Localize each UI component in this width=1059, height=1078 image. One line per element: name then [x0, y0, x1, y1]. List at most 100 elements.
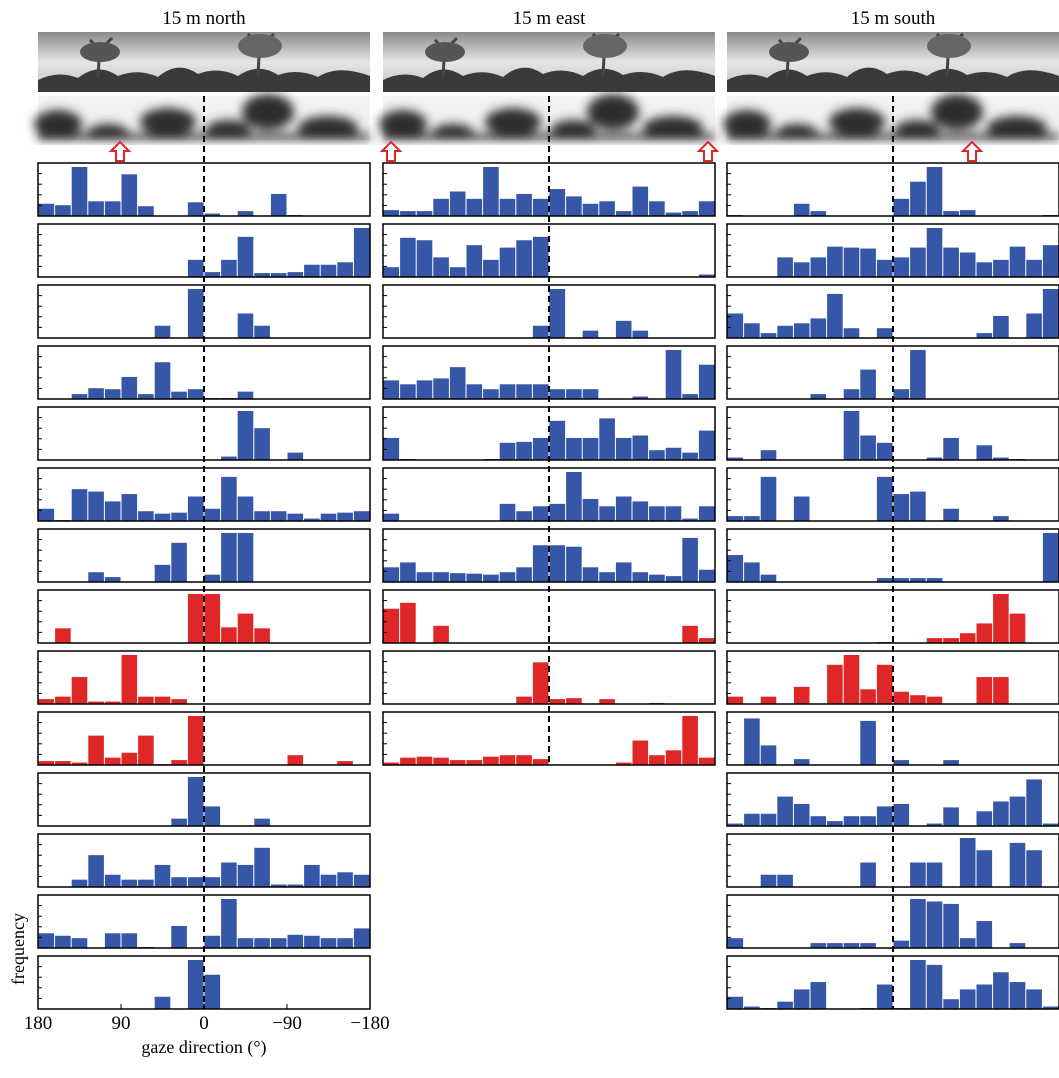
bar [304, 864, 320, 887]
bar [121, 879, 138, 887]
bar [860, 435, 876, 460]
bar [532, 198, 549, 216]
panel [37, 162, 371, 217]
bar [204, 574, 221, 582]
bar [383, 437, 400, 460]
bar [187, 777, 204, 826]
bar [1026, 850, 1042, 887]
bar [860, 943, 876, 948]
bar [943, 437, 959, 460]
bar [649, 201, 665, 216]
bar [1009, 796, 1026, 826]
panel [726, 894, 1059, 949]
bar [976, 445, 993, 460]
bar [615, 562, 632, 582]
bar [582, 389, 599, 399]
bar [1026, 313, 1042, 338]
bar [1042, 533, 1059, 582]
bar [582, 437, 599, 460]
bar [516, 384, 532, 399]
bar [760, 574, 777, 582]
bar [516, 696, 532, 704]
bar [1026, 989, 1042, 1009]
bar [104, 701, 121, 704]
bar [121, 376, 138, 399]
bar [254, 847, 270, 887]
bar [566, 437, 582, 460]
panel-frame [726, 406, 1059, 461]
bar [698, 430, 715, 460]
bar [121, 655, 138, 704]
bar [221, 456, 237, 460]
bar [976, 850, 993, 887]
bar [88, 388, 104, 399]
bar [993, 315, 1009, 338]
bar [499, 198, 516, 216]
bar [582, 567, 599, 582]
bar [665, 576, 682, 582]
bar [204, 213, 221, 216]
bar [171, 542, 187, 582]
bar [876, 806, 893, 826]
bar [810, 943, 827, 948]
bar [760, 450, 777, 460]
bar [876, 328, 893, 338]
bar [204, 806, 221, 826]
bar [926, 457, 943, 460]
bar [566, 698, 582, 704]
bar [893, 691, 910, 704]
bar [433, 198, 449, 216]
bar [237, 236, 254, 277]
bar [171, 760, 187, 765]
bar [793, 686, 810, 704]
panel [37, 894, 371, 949]
bar [876, 476, 893, 521]
bar [433, 572, 449, 582]
bar [943, 508, 959, 521]
bar [744, 562, 760, 582]
bar [810, 816, 827, 826]
bar [744, 813, 760, 826]
bar [1026, 259, 1042, 277]
bar [549, 503, 566, 521]
bar [55, 935, 71, 948]
bar [254, 325, 270, 338]
bar [860, 862, 876, 887]
bar [943, 903, 959, 948]
bar [926, 823, 943, 826]
bar [55, 628, 71, 643]
bar [138, 879, 154, 887]
bar [383, 267, 400, 277]
bar [353, 511, 370, 521]
bar [254, 511, 270, 521]
bar [649, 506, 665, 521]
bar [88, 572, 104, 582]
bar [893, 940, 910, 948]
bar [337, 872, 353, 887]
bar [171, 818, 187, 826]
bar [793, 803, 810, 826]
bar [483, 574, 499, 582]
bar [910, 247, 926, 277]
bar [843, 411, 860, 460]
bar [221, 899, 237, 948]
bar [416, 380, 433, 399]
panel [37, 406, 371, 461]
bar [237, 533, 254, 582]
bar [171, 391, 187, 399]
bar [532, 384, 549, 399]
bar [893, 389, 910, 399]
bar [993, 259, 1009, 277]
bar [910, 491, 926, 521]
bar [827, 943, 843, 948]
bar [221, 862, 237, 887]
bar [876, 578, 893, 582]
bar [38, 933, 55, 948]
bar [466, 198, 483, 216]
bar [400, 237, 416, 277]
bar [353, 928, 370, 948]
bar [154, 325, 171, 338]
bar [400, 602, 416, 643]
bar [760, 696, 777, 704]
bar [665, 447, 682, 460]
